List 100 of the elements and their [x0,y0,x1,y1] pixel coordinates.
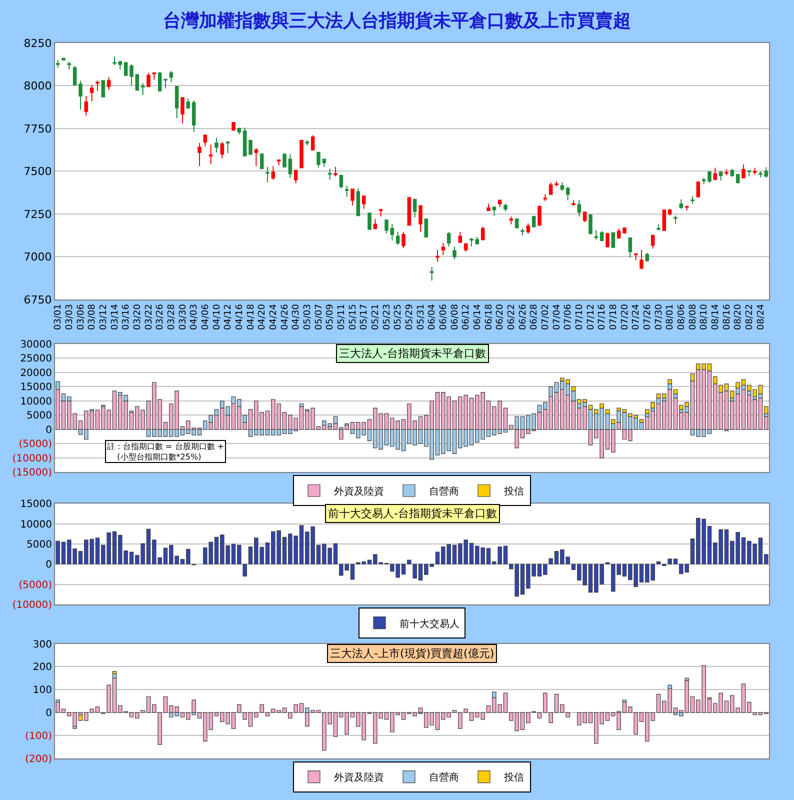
candlestick [412,198,417,218]
candlestick [208,144,213,165]
candlestick [708,171,712,184]
candlestick [464,242,468,252]
x-tick-label: 04/18 [246,304,256,330]
x-tick-label: 08/16 [722,304,732,330]
candlestick [56,60,60,68]
legend-label: 自營商 [429,772,459,784]
candlestick [645,252,650,262]
x-tick-label: 03/01 [54,304,64,330]
x-tick-label: 08/14 [711,304,722,330]
candlestick [514,218,519,230]
candlestick [480,226,485,241]
x-tick-label: 03/06 [76,304,86,330]
candlestick [656,224,660,231]
candlestick [554,180,558,188]
candlestick [203,134,208,147]
candlestick [288,154,292,179]
candlestick [600,230,604,242]
x-tick-label: 04/06 [201,304,212,330]
x-tick-label: 07/02 [541,304,552,330]
y-tick-label: 0 [46,708,52,720]
candlestick [300,140,304,168]
x-tick-label: 03/26 [156,304,166,330]
candlestick [718,170,723,181]
candlestick [441,242,446,256]
x-tick-label: 07/30 [654,304,664,330]
y-tick-label: (200) [25,754,52,765]
x-tick-label: 04/10 [212,304,222,330]
candlestick [577,200,582,218]
candlestick [378,208,383,218]
candlestick [611,232,616,249]
y-tick-label: 0 [46,424,52,436]
candlestick [436,249,440,262]
candlestick [396,231,400,246]
candlestick [96,80,100,92]
x-tick-label: 08/24 [756,304,766,330]
candlestick [566,186,570,201]
candlestick [237,127,242,135]
candlestick [232,122,236,131]
candlestick [538,206,542,226]
x-tick-label: 06/20 [496,304,506,330]
candlestick [186,98,190,110]
candlestick [356,188,360,216]
candlestick [362,196,366,210]
candlestick [248,140,252,156]
candlestick [90,84,94,102]
chart-title: 三大法人-上市(現貨)買賣超(億元) [330,647,494,660]
candlestick [764,166,768,178]
candlestick [350,188,354,206]
candlestick [509,216,514,225]
candlestick [452,246,456,260]
y-tick-label: 7500 [24,165,52,178]
x-tick-label: 07/26 [643,304,654,330]
y-tick-label: 6750 [24,293,52,306]
x-tick-label: 07/06 [564,304,574,330]
candlestick [640,249,644,270]
bar [192,700,196,713]
y-tick-label: (5000) [18,580,52,591]
candlestick [174,86,179,119]
y-tick-label: 10000 [20,519,52,530]
x-tick-label: 08/10 [700,304,710,330]
candlestick [572,200,576,206]
candlestick [742,164,746,179]
candlestick [373,218,378,230]
x-tick-label: 08/01 [666,304,676,330]
x-tick-label: 03/16 [122,304,132,330]
candlestick [169,70,174,83]
x-tick-label: 04/24 [269,304,280,330]
y-tick-label: (15000) [12,468,52,479]
candlestick [67,61,72,70]
y-tick-label: 15000 [20,499,52,510]
candlestick [470,237,474,247]
candlestick [724,169,728,176]
candlestick [294,170,298,184]
x-tick-label: 06/08 [450,304,460,330]
x-tick-label: 05/17 [360,304,370,330]
candlestick [752,167,757,176]
candlestick [146,72,150,88]
y-tick-label: 5000 [26,410,52,422]
candlestick [368,212,372,230]
candlestick [736,174,740,184]
candlestick [622,227,626,234]
bar [339,429,344,440]
candlestick [198,142,202,167]
y-tick-label: 25000 [20,354,52,365]
legend-label: 投信 [503,486,524,498]
candlestick [475,236,480,244]
x-tick-label: 07/04 [552,304,562,330]
x-tick-label: 03/03 [65,304,76,330]
y-tick-label: (5000) [18,439,52,450]
x-tick-label: 05/25 [394,304,404,330]
candlestick [548,182,553,196]
candlestick [684,205,689,212]
candlestick [322,158,326,168]
candlestick [384,219,388,234]
candlestick [344,185,349,198]
y-tick-label: (100) [25,730,52,742]
candlestick [730,168,734,178]
candlestick [588,214,592,234]
